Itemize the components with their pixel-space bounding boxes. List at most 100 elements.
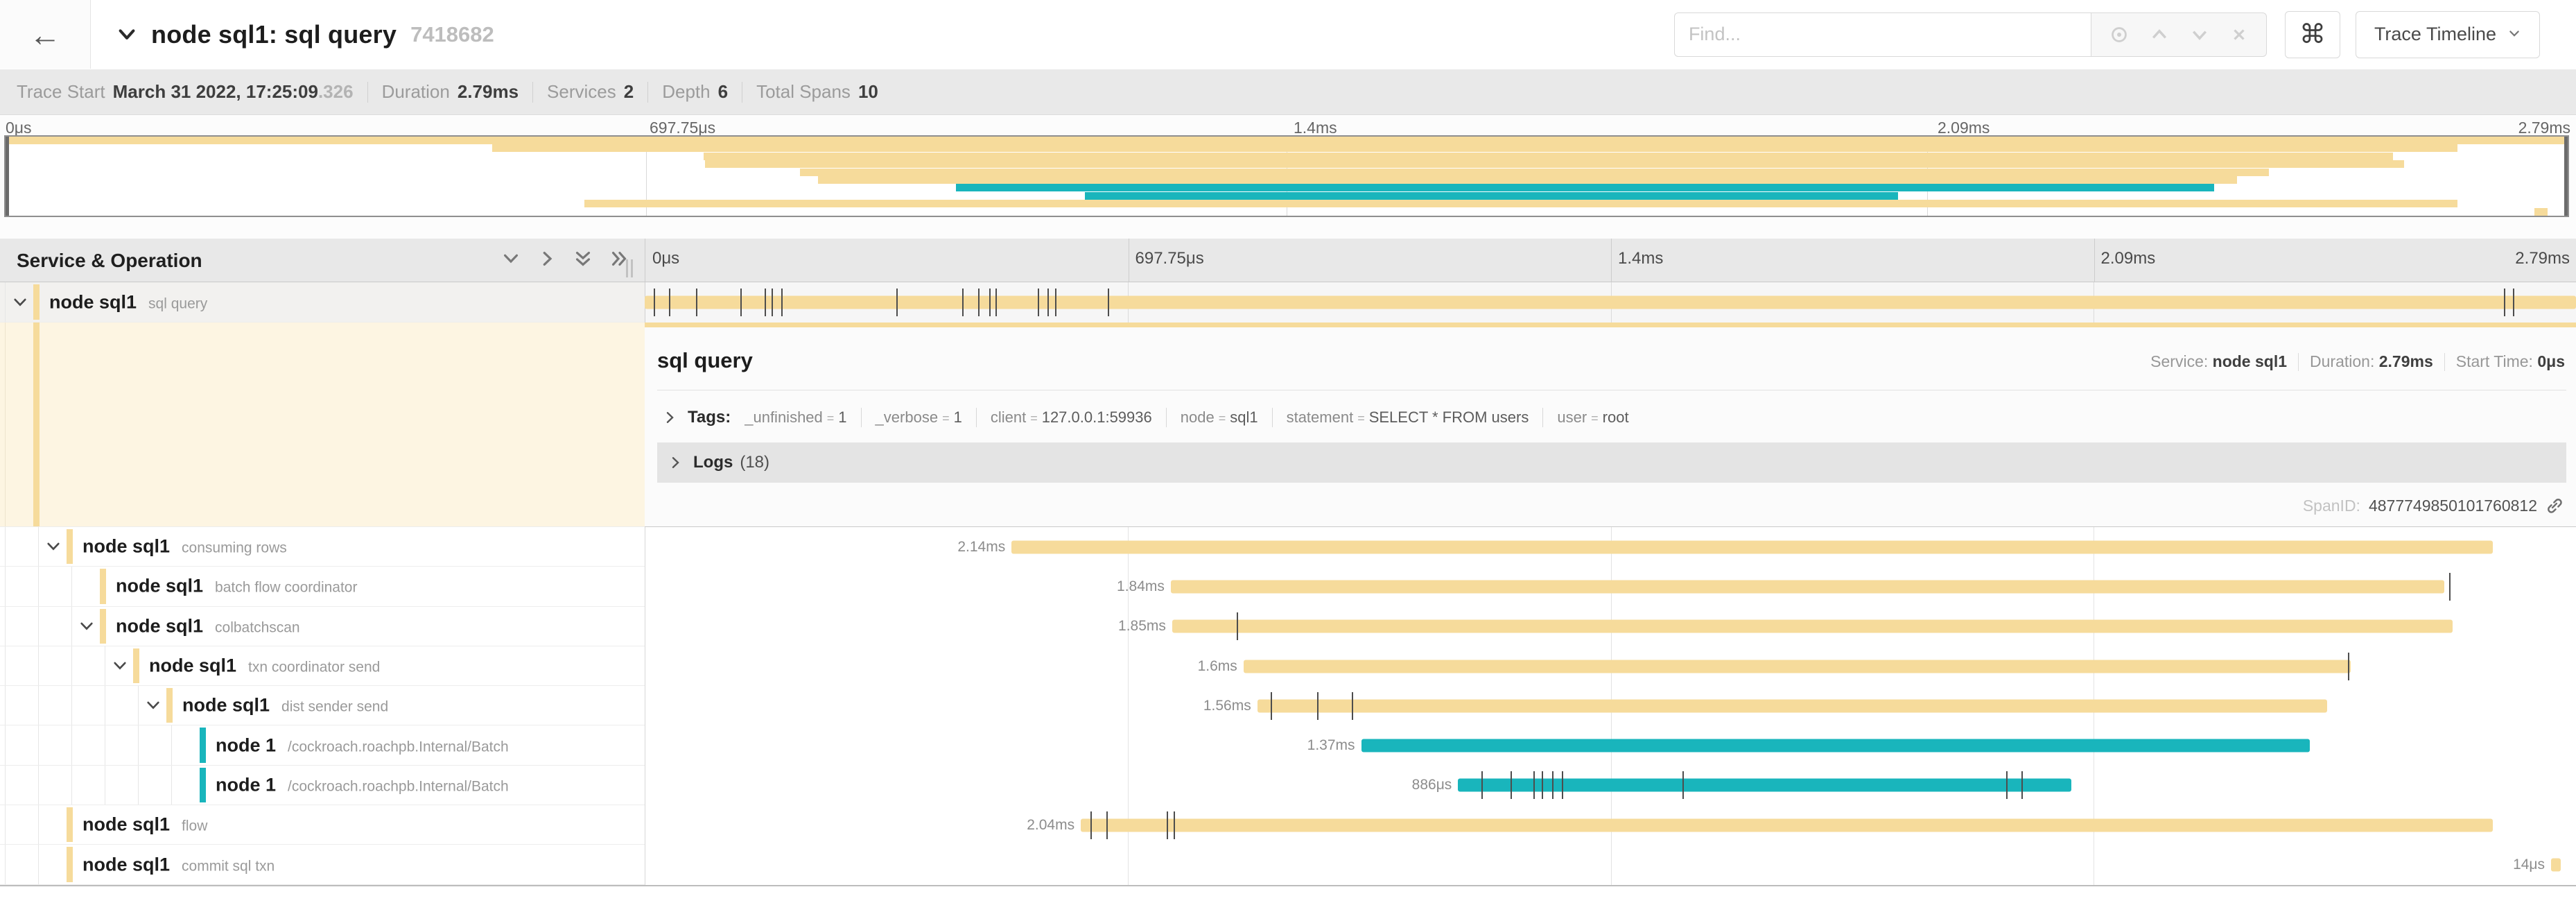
span-row--cockroach-roachpb-internal-batch[interactable]: node 1/cockroach.roachpb.Internal/Batch 1… <box>0 725 2576 766</box>
span-bar[interactable] <box>1170 580 2445 594</box>
indent-guide <box>71 606 72 646</box>
view-selector-button[interactable]: Trace Timeline <box>2355 10 2540 58</box>
span-bar[interactable] <box>1257 699 2327 713</box>
minimap-scrubber-handle-left[interactable] <box>6 137 9 216</box>
collapse-one-icon[interactable] <box>501 248 521 273</box>
link-icon[interactable] <box>2545 497 2564 515</box>
log-marker <box>1106 811 1108 839</box>
tag-_verbose: _verbose = 1 <box>875 409 962 426</box>
span-tree-cell[interactable]: node sql1 dist sender send <box>0 686 645 726</box>
header-controls: ⌘ Trace Timeline <box>1673 0 2540 69</box>
span-bar[interactable] <box>1361 739 2310 752</box>
log-marker <box>1108 289 1110 316</box>
trace-start-value: March 31 2022, 17:25:09 <box>112 81 318 102</box>
span-timeline-cell[interactable]: 1.84ms <box>645 567 2576 606</box>
minimap-gridline <box>646 137 647 216</box>
log-marker <box>1316 691 1319 720</box>
span-bar[interactable] <box>1458 778 2072 792</box>
log-marker <box>2449 572 2451 601</box>
indent-guide <box>5 686 6 725</box>
span-row-txn-coordinator-send[interactable]: node sql1 txn coordinator send 1.6ms <box>0 646 2576 687</box>
span-row-batch-flow-coordinator[interactable]: node sql1 batch flow coordinator 1.84ms <box>0 567 2576 607</box>
expand-all-icon[interactable] <box>609 248 629 273</box>
locate-icon[interactable] <box>2109 25 2129 44</box>
expand-chevron-icon[interactable] <box>11 293 29 311</box>
expand-chevron-icon[interactable] <box>111 657 129 675</box>
next-result-icon[interactable] <box>2190 25 2209 44</box>
indent-guide <box>5 527 6 567</box>
prev-result-icon[interactable] <box>2150 25 2169 44</box>
span-timeline-cell[interactable] <box>645 282 2576 322</box>
span-tree-cell[interactable]: node sql1 batch flow coordinator <box>0 567 645 607</box>
span-color-accent <box>67 847 73 882</box>
span-tree-cell[interactable]: node 1/cockroach.roachpb.Internal/Batch <box>0 765 645 806</box>
span-color-accent <box>33 284 40 320</box>
minimap-canvas[interactable] <box>4 135 2569 217</box>
span-row-dist-sender-send[interactable]: node sql1 dist sender send 1.56ms <box>0 686 2576 726</box>
ruler-tick-label: 697.75μs <box>1135 249 1204 268</box>
expand-one-icon[interactable] <box>537 248 557 273</box>
command-icon: ⌘ <box>2299 20 2326 49</box>
indent-guide <box>5 805 6 845</box>
span-timeline-cell[interactable]: 1.6ms <box>645 646 2576 686</box>
span-tree-cell[interactable]: node sql1 txn coordinator send <box>0 646 645 687</box>
span-tree-cell[interactable]: node sql1 flow <box>0 805 645 845</box>
minimap-span-row <box>6 191 2568 200</box>
operation-name: flow <box>182 818 208 834</box>
log-marker <box>1682 771 1684 800</box>
divider <box>1271 408 1273 427</box>
service-name: node sql1 <box>82 535 171 557</box>
chevron-down-icon[interactable] <box>116 24 137 45</box>
span-row-colbatchscan[interactable]: node sql1 colbatchscan 1.85ms <box>0 606 2576 646</box>
back-button[interactable]: ← <box>0 0 91 69</box>
span-tree-cell[interactable]: node sql1 consuming rows <box>0 527 645 567</box>
span-duration-label: 14μs <box>2513 857 2545 873</box>
span-row--cockroach-roachpb-internal-batch[interactable]: node 1/cockroach.roachpb.Internal/Batch 8… <box>0 765 2576 806</box>
ruler-gridline <box>2094 239 2095 282</box>
duration-value: 2.79ms <box>457 81 519 102</box>
span-bar[interactable] <box>2551 858 2561 872</box>
minimap-scrubber-handle-right[interactable] <box>2564 137 2568 216</box>
log-marker <box>1351 691 1353 720</box>
tags-accordion[interactable]: Tags: _unfinished = 1 _verbose = 1 client = 127.… <box>657 398 2566 437</box>
span-bar[interactable] <box>1011 540 2494 554</box>
tags-label: Tags: <box>688 408 731 427</box>
span-timeline-cell[interactable]: 1.37ms <box>645 725 2576 765</box>
span-timeline-cell[interactable]: 14μs <box>645 845 2576 884</box>
minimap-span-row <box>6 137 2568 144</box>
span-timeline-cell[interactable]: 1.85ms <box>645 607 2576 646</box>
span-timeline-cell[interactable]: 2.14ms <box>645 527 2576 567</box>
clear-search-icon[interactable] <box>2230 26 2248 44</box>
span-timeline-cell[interactable]: 886μs <box>645 766 2576 805</box>
span-row-flow[interactable]: node sql1 flow 2.04ms <box>0 805 2576 845</box>
keyboard-shortcuts-button[interactable]: ⌘ <box>2284 10 2340 58</box>
collapse-all-icon[interactable] <box>573 248 593 273</box>
span-row-commit-sql-txn[interactable]: node sql1 commit sql txn 14μs <box>0 845 2576 885</box>
divider <box>860 408 862 427</box>
span-color-accent <box>100 608 106 644</box>
span-bar[interactable] <box>1081 818 2494 832</box>
logs-accordion[interactable]: Logs (18) <box>657 442 2566 483</box>
total-spans-label: Total Spans <box>756 81 851 102</box>
span-detail-minibar <box>645 322 2576 327</box>
span-tree-cell[interactable]: node sql1 colbatchscan <box>0 606 645 646</box>
span-timeline-cell[interactable]: 1.56ms <box>645 686 2576 725</box>
span-timeline-cell[interactable]: 2.04ms <box>645 805 2576 845</box>
span-duration-label: 1.37ms <box>1307 737 1355 754</box>
span-tree-cell[interactable]: node sql1 sql query <box>0 282 645 322</box>
span-tree-cell[interactable]: node sql1 commit sql txn <box>0 845 645 885</box>
span-row-sql-query[interactable]: node sql1 sql query <box>0 282 2576 322</box>
view-selector-label: Trace Timeline <box>2374 24 2496 44</box>
expand-chevron-icon[interactable] <box>144 696 162 714</box>
find-input[interactable] <box>1673 12 2091 57</box>
span-bar[interactable] <box>1243 660 2351 673</box>
span-tree-cell[interactable]: node 1/cockroach.roachpb.Internal/Batch <box>0 725 645 766</box>
span-duration-label: 1.84ms <box>1117 578 1165 594</box>
span-bar[interactable] <box>645 295 2576 309</box>
expand-chevron-icon[interactable] <box>44 538 62 556</box>
pane-resize-grabber[interactable] <box>623 259 636 277</box>
span-row-consuming-rows[interactable]: node sql1 consuming rows 2.14ms <box>0 527 2576 567</box>
expand-chevron-icon[interactable] <box>78 617 96 635</box>
span-bar[interactable] <box>1172 619 2453 633</box>
log-marker <box>1270 691 1272 720</box>
